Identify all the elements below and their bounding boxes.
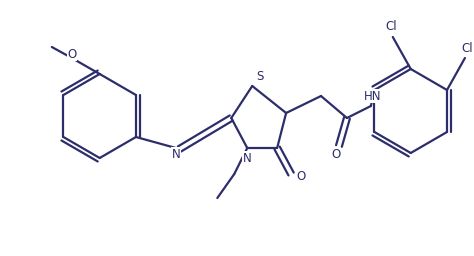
Text: HN: HN [364, 90, 382, 102]
Text: O: O [67, 48, 76, 60]
Text: S: S [256, 69, 264, 82]
Text: N: N [172, 147, 181, 161]
Text: O: O [331, 147, 341, 161]
Text: Cl: Cl [461, 41, 473, 55]
Text: N: N [243, 152, 252, 165]
Text: Cl: Cl [385, 20, 397, 34]
Text: O: O [296, 169, 306, 183]
